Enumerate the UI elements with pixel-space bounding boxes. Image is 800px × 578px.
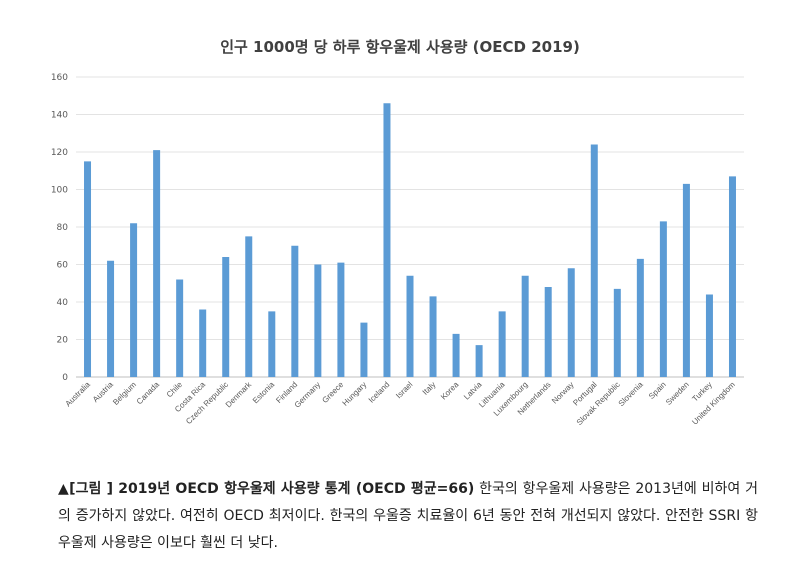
bar-portugal xyxy=(590,144,598,377)
x-category-label: Israel xyxy=(394,380,414,400)
bar-netherlands xyxy=(544,287,552,377)
y-axis: 0 20 40 60 80 100 120 140 160 xyxy=(51,73,68,383)
x-category-label: Estonia xyxy=(251,380,277,406)
x-category-label: Slovenia xyxy=(617,380,645,408)
x-category-label: Chile xyxy=(165,380,185,400)
bar-iceland xyxy=(383,103,391,377)
bar-united-kingdom xyxy=(728,176,736,377)
bar-korea xyxy=(452,333,460,377)
x-category-label: Belgium xyxy=(111,380,138,407)
bar-chile xyxy=(176,279,184,377)
x-category-label: Canada xyxy=(135,380,162,407)
bar-austria xyxy=(107,260,115,377)
bar-israel xyxy=(406,275,414,377)
x-category-label: Slovak Republic xyxy=(575,380,622,427)
x-category-label: Italy xyxy=(421,380,438,397)
x-category-label: Sweden xyxy=(664,380,691,407)
bar-slovenia xyxy=(636,258,644,377)
bar-estonia xyxy=(268,311,276,377)
bar-denmark xyxy=(245,236,253,377)
x-category-label: Denmark xyxy=(224,379,254,409)
caption-lead: ▲[그림 ] 2019년 OECD 항우울제 사용량 통계 (OECD 평균=6… xyxy=(58,481,475,497)
y-tick-label: 0 xyxy=(62,373,68,383)
y-tick-label: 100 xyxy=(51,186,68,196)
x-category-label: Korea xyxy=(439,380,461,402)
x-category-label: United Kingdom xyxy=(690,380,737,427)
bar-sweden xyxy=(682,183,690,377)
y-tick-label: 40 xyxy=(57,298,69,308)
x-category-label: Iceland xyxy=(367,380,392,405)
y-tick-label: 140 xyxy=(51,111,68,121)
bar-australia xyxy=(84,161,92,377)
bar-greece xyxy=(337,262,345,377)
x-category-label: Spain xyxy=(647,380,668,401)
figure-caption: ▲[그림 ] 2019년 OECD 항우울제 사용량 통계 (OECD 평균=6… xyxy=(58,476,758,557)
bar-luxembourg xyxy=(521,275,529,377)
x-category-label: Hungary xyxy=(341,380,369,408)
bar-czech-republic xyxy=(222,257,230,377)
bar-costa-rica xyxy=(199,309,207,377)
y-tick-label: 20 xyxy=(57,336,69,346)
bar-canada xyxy=(153,150,161,377)
chart-title: 인구 1000명 당 하루 항우울제 사용량 (OECD 2019) xyxy=(220,38,580,56)
x-category-label: Australia xyxy=(64,380,93,409)
bar-italy xyxy=(429,296,437,377)
bar-hungary xyxy=(360,322,368,377)
bar-turkey xyxy=(705,294,713,377)
bar-germany xyxy=(314,264,322,377)
bar-latvia xyxy=(475,345,483,377)
bar-finland xyxy=(291,245,299,377)
y-tick-label: 60 xyxy=(57,261,69,271)
bar-chart: 0 20 40 60 80 100 120 140 160 Australia AustriaBe… xyxy=(51,73,744,427)
y-tick-label: 80 xyxy=(57,223,69,233)
y-tick-label: 160 xyxy=(51,73,68,83)
bar-norway xyxy=(567,268,575,377)
bars xyxy=(84,103,736,377)
caption-body: 한국의 항우울제 사용량은 2013년에 비하여 거의 증가하지 않았다. 여전… xyxy=(58,481,758,551)
y-tick-label: 120 xyxy=(51,148,68,158)
bar-spain xyxy=(659,221,667,377)
bar-slovak-republic xyxy=(613,288,621,377)
bar-belgium xyxy=(130,223,138,377)
bar-lithuania xyxy=(498,311,506,377)
